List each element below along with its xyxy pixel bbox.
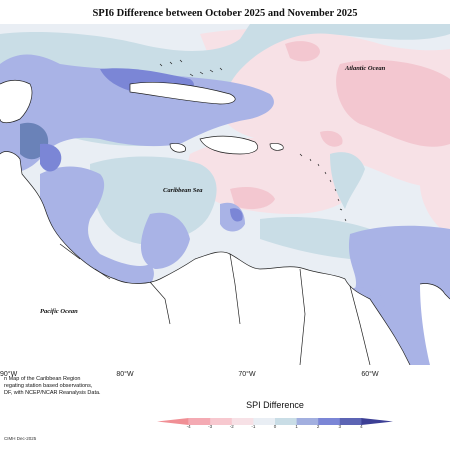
legend-tick-label: -3 [208,424,213,429]
slight-dry-central [90,156,217,244]
legend-segment [361,418,393,425]
footnote-line-1: n Map of the Caribbean Region [4,376,81,382]
legend-segment [157,418,189,425]
legend-segment [318,418,341,425]
legend-tick-label: -2 [229,424,234,429]
legend-tick-label: 4 [360,424,363,429]
lon-label-70w: 70°W [238,371,256,378]
legend-tick-label: 2 [316,424,320,429]
map-svg: Atlantic Ocean Caribbean Sea Pacific Oce… [0,24,450,365]
florida-yucatan-land [0,80,32,123]
wet-core-north [285,41,320,62]
wet-area-east [420,148,450,234]
central-and-south-america-land [0,151,410,365]
jamaica-land [170,143,186,153]
legend-tick-label: 1 [295,424,298,429]
lon-label-60w: 60°W [361,371,379,378]
color-legend [155,414,395,428]
cuba-land [130,82,236,104]
map-footnote: n Map of the Caribbean Region regating s… [4,376,119,396]
map-panel: Atlantic Ocean Caribbean Sea Pacific Oce… [0,24,450,365]
legend-title: SPI Difference [246,400,304,410]
coastlines [0,59,450,365]
legend-segment [188,418,211,425]
slight-dry-south-carib [260,217,374,259]
wet-core-caribbean [230,187,275,210]
legend-tick-label: -1 [251,424,256,429]
legend-segment [339,418,362,425]
slight-dry-antilles [330,152,365,209]
dry-area-north-carib [0,54,274,174]
legend-segment [231,418,254,425]
map-title: SPI6 Difference between October 2025 and… [92,8,358,19]
footnote-line-2: regating station based observations, [4,382,93,389]
puerto-rico-land [270,143,284,151]
dry-area-central-sw [140,212,190,269]
legend-colorbar [157,418,393,425]
dry-core-colombia [230,208,243,222]
legend-tick-label: -4 [186,424,191,429]
wet-area-caribbean [188,137,351,214]
legend-segment [253,418,276,425]
footnote-line-3: DF, with NCEP/NCAR Reanalysis Data. [4,389,101,396]
lon-label-80w: 80°W [116,371,134,378]
wet-core-atlantic [336,59,450,147]
credit-text: CIMH Dec-2025 [4,436,37,441]
dry-core-west-2 [40,143,62,172]
label-caribbean-sea: Caribbean Sea [163,187,203,194]
legend-tick-label: 3 [338,424,342,429]
legend-segment [275,418,297,425]
lon-label-90w: 90°W [0,371,18,378]
legend-tick-label: 0 [273,424,277,429]
label-atlantic-ocean: Atlantic Ocean [344,65,386,72]
wet-core-antilles [320,130,343,147]
legend-segment [210,418,233,425]
legend-segment [296,418,319,425]
guiana-land [420,283,450,365]
label-pacific-ocean: Pacific Ocean [40,308,78,315]
hispaniola-land [200,136,258,154]
